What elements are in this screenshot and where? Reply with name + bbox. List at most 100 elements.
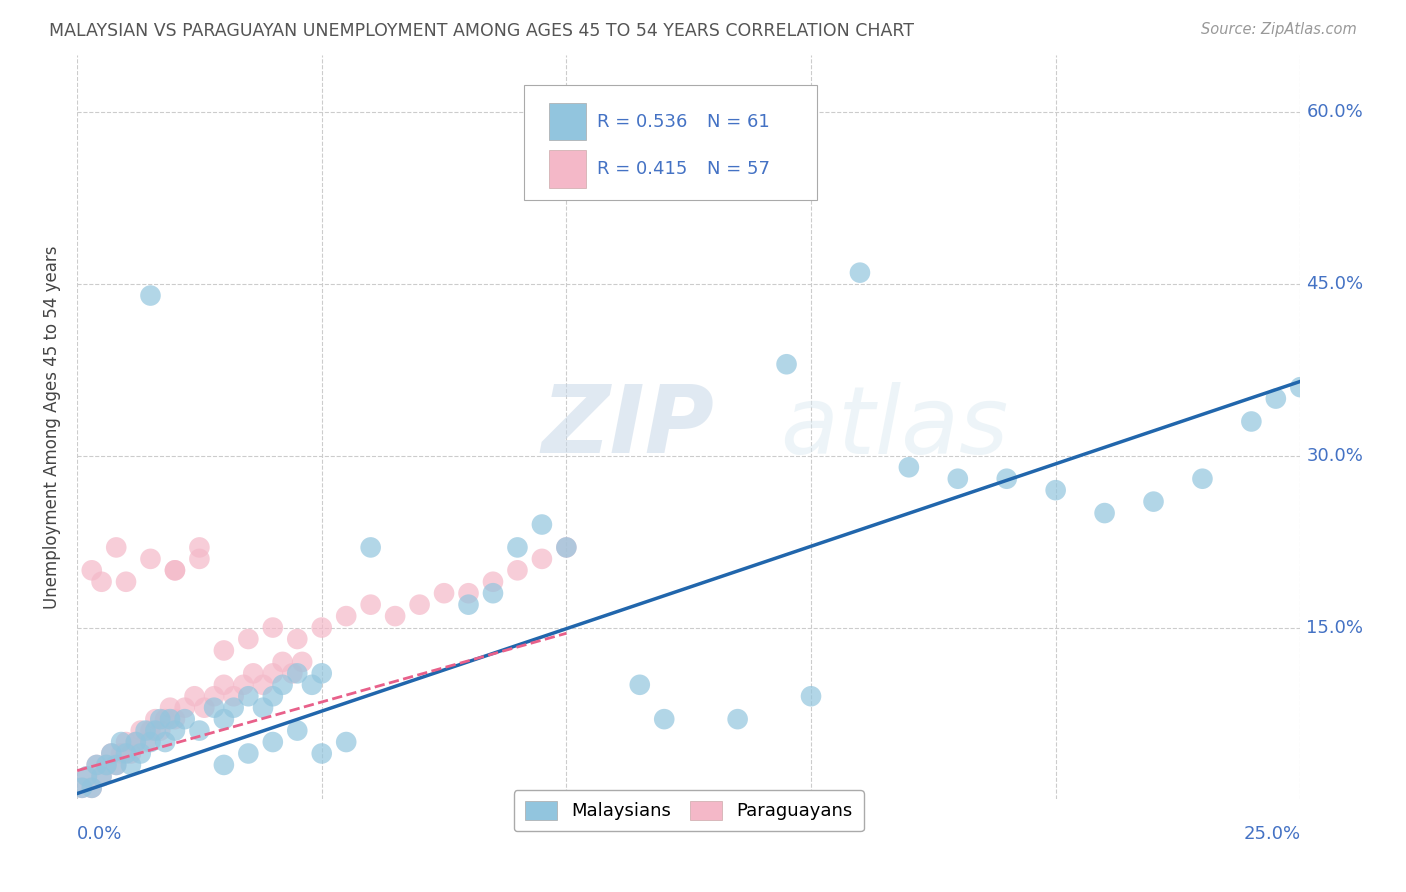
Text: N = 61: N = 61	[707, 112, 770, 131]
Point	[301, 678, 323, 692]
Point	[105, 758, 128, 772]
Point	[159, 700, 181, 714]
Text: atlas: atlas	[780, 382, 1008, 473]
Point	[135, 723, 157, 738]
Point	[262, 735, 284, 749]
Point	[946, 472, 969, 486]
Point	[139, 288, 162, 302]
Point	[90, 769, 112, 783]
Point	[281, 666, 304, 681]
Point	[105, 541, 128, 555]
Point	[222, 700, 245, 714]
Point	[120, 747, 142, 761]
Point	[188, 723, 211, 738]
Point	[173, 700, 195, 714]
Point	[384, 609, 406, 624]
Text: 30.0%: 30.0%	[1306, 447, 1364, 465]
Point	[1240, 415, 1263, 429]
Point	[628, 678, 651, 692]
Point	[70, 780, 93, 795]
Point	[145, 712, 167, 726]
Point	[188, 552, 211, 566]
Point	[76, 769, 98, 783]
Point	[433, 586, 456, 600]
Point	[506, 541, 529, 555]
Point	[212, 643, 235, 657]
Point	[149, 712, 172, 726]
Point	[360, 598, 382, 612]
Point	[183, 690, 205, 704]
Point	[139, 735, 162, 749]
Point	[271, 678, 294, 692]
Point	[129, 747, 152, 761]
Text: ZIP: ZIP	[541, 381, 714, 474]
Point	[285, 666, 308, 681]
Point	[212, 712, 235, 726]
Point	[145, 723, 167, 738]
Point	[202, 690, 225, 704]
Point	[1191, 472, 1213, 486]
Text: 15.0%: 15.0%	[1306, 618, 1364, 637]
Point	[1264, 392, 1286, 406]
Point	[163, 723, 186, 738]
Point	[271, 655, 294, 669]
Point	[1094, 506, 1116, 520]
Point	[212, 678, 235, 692]
Point	[360, 541, 382, 555]
Point	[238, 632, 260, 646]
Point	[80, 563, 103, 577]
Point	[335, 735, 357, 749]
FancyBboxPatch shape	[523, 85, 817, 200]
FancyBboxPatch shape	[550, 151, 586, 187]
Point	[193, 700, 215, 714]
Point	[457, 598, 479, 612]
Point	[212, 758, 235, 772]
Text: 60.0%: 60.0%	[1306, 103, 1364, 121]
Point	[457, 586, 479, 600]
Point	[335, 609, 357, 624]
Legend: Malaysians, Paraguayans: Malaysians, Paraguayans	[513, 790, 863, 831]
Point	[163, 712, 186, 726]
Point	[482, 574, 505, 589]
Point	[897, 460, 920, 475]
Point	[120, 758, 142, 772]
Point	[652, 712, 675, 726]
Point	[242, 666, 264, 681]
Point	[291, 655, 314, 669]
Point	[100, 747, 122, 761]
Point	[80, 780, 103, 795]
Text: 0.0%: 0.0%	[77, 825, 122, 843]
Point	[159, 712, 181, 726]
Point	[232, 678, 254, 692]
Point	[262, 690, 284, 704]
Point	[125, 735, 148, 749]
Point	[262, 621, 284, 635]
Point	[153, 735, 176, 749]
Point	[285, 723, 308, 738]
Point	[252, 700, 274, 714]
Point	[995, 472, 1018, 486]
Text: N = 57: N = 57	[707, 160, 770, 178]
Point	[153, 712, 176, 726]
Point	[238, 747, 260, 761]
Point	[188, 541, 211, 555]
Point	[285, 632, 308, 646]
Point	[202, 700, 225, 714]
Point	[105, 758, 128, 772]
Point	[252, 678, 274, 692]
Point	[96, 758, 118, 772]
Point	[555, 541, 578, 555]
Point	[86, 758, 108, 772]
Point	[96, 758, 118, 772]
Point	[849, 266, 872, 280]
Point	[173, 712, 195, 726]
Text: MALAYSIAN VS PARAGUAYAN UNEMPLOYMENT AMONG AGES 45 TO 54 YEARS CORRELATION CHART: MALAYSIAN VS PARAGUAYAN UNEMPLOYMENT AMO…	[49, 22, 914, 40]
Point	[129, 723, 152, 738]
Y-axis label: Unemployment Among Ages 45 to 54 years: Unemployment Among Ages 45 to 54 years	[44, 245, 60, 609]
Text: R = 0.415: R = 0.415	[598, 160, 688, 178]
Point	[238, 690, 260, 704]
Point	[163, 563, 186, 577]
Point	[311, 747, 333, 761]
Point	[86, 758, 108, 772]
Point	[139, 552, 162, 566]
